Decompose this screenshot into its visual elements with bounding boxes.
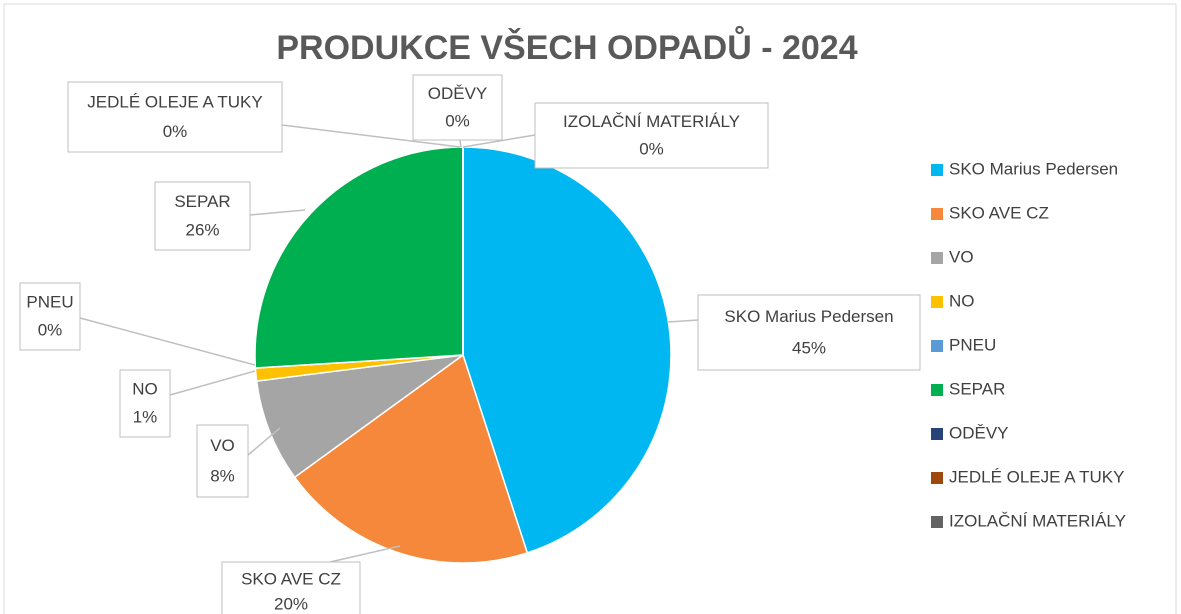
leader-line <box>169 370 256 396</box>
label-box <box>196 424 249 498</box>
legend-swatch <box>931 208 943 220</box>
data-label-value: 45% <box>792 338 826 357</box>
legend-swatch <box>931 516 943 528</box>
leader-line <box>247 427 281 456</box>
legend-swatch <box>931 164 943 176</box>
data-label-name: PNEU <box>26 293 73 312</box>
leader-line <box>79 317 256 366</box>
label-box <box>697 294 921 371</box>
leader-line <box>281 124 461 148</box>
leader-line <box>329 545 401 563</box>
data-label-value: 8% <box>210 466 235 485</box>
data-label-name: NO <box>132 380 158 399</box>
legend-swatch <box>931 428 943 440</box>
data-label-name: SKO Marius Pedersen <box>724 307 893 326</box>
label-box <box>154 181 251 251</box>
leader-line <box>249 209 306 216</box>
data-label-value: 0% <box>38 321 63 340</box>
legend-swatch <box>931 384 943 396</box>
data-label-name: ODĚVY <box>428 84 488 103</box>
legend-label: ODĚVY <box>949 423 1009 442</box>
legend-label: IZOLAČNÍ MATERIÁLY <box>949 511 1126 530</box>
leader-line <box>667 319 699 323</box>
legend-label: VO <box>949 247 974 266</box>
data-label-value: 20% <box>274 595 308 614</box>
pie-slice <box>254 146 464 369</box>
leader-line <box>462 134 536 148</box>
data-label-value: 1% <box>133 408 158 427</box>
legend-label: NO <box>949 291 975 310</box>
label-box <box>119 369 171 438</box>
chart-title: PRODUKCE VŠECH ODPADŮ - 2024 <box>276 26 857 67</box>
data-label-name: SEPAR <box>174 192 230 211</box>
pie-slice <box>255 354 464 479</box>
data-label-value: 0% <box>163 122 188 141</box>
legend-label: PNEU <box>949 335 996 354</box>
label-box <box>67 81 283 153</box>
label-box <box>412 74 503 141</box>
legend-label: SKO AVE CZ <box>949 203 1049 222</box>
data-label-name: SKO AVE CZ <box>241 569 341 588</box>
label-box <box>19 282 81 351</box>
label-box <box>221 561 361 614</box>
legend-swatch <box>931 472 943 484</box>
legend-label: SKO Marius Pedersen <box>949 159 1118 178</box>
label-box <box>534 102 769 169</box>
leader-line <box>459 139 462 148</box>
pie-slice <box>293 353 529 564</box>
data-label-name: JEDLÉ OLEJE A TUKY <box>87 92 262 111</box>
legend-swatch <box>931 252 943 264</box>
legend-swatch <box>931 296 943 308</box>
data-label-name: VO <box>210 436 235 455</box>
data-label-value: 0% <box>639 139 664 158</box>
data-label-name: IZOLAČNÍ MATERIÁLY <box>563 112 740 131</box>
data-label-value: 26% <box>185 220 219 239</box>
legend-swatch <box>931 340 943 352</box>
data-label-value: 0% <box>445 111 470 130</box>
legend-label: JEDLÉ OLEJE A TUKY <box>949 467 1124 486</box>
legend-label: SEPAR <box>949 379 1005 398</box>
